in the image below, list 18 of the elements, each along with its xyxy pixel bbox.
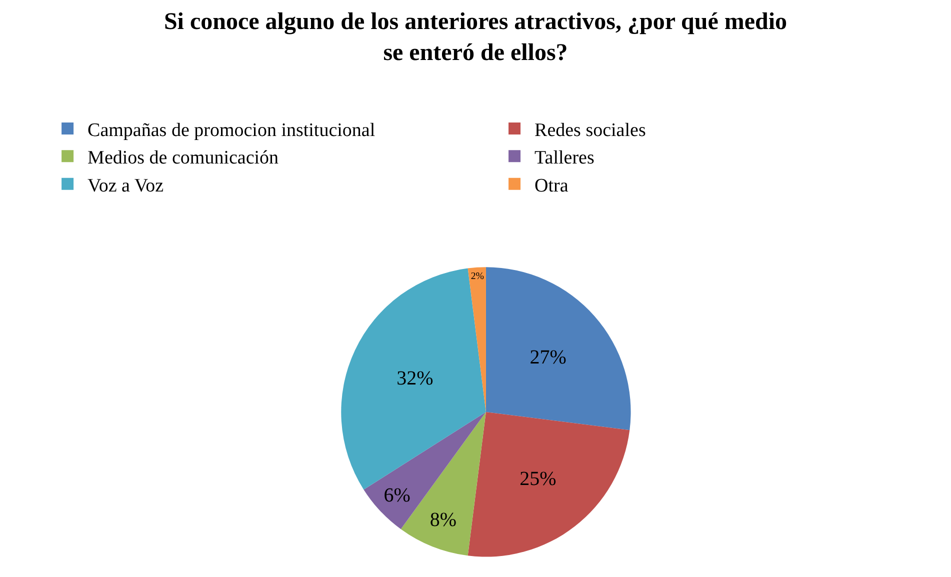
pie-slice [364,412,486,530]
pie-slice [468,412,630,557]
data-label: 27% [530,346,566,368]
pie-slice [468,267,486,412]
legend-label: Talleres [534,148,594,169]
legend-label: Medios de comunicación [88,148,280,169]
legend-label: Otra [534,175,569,196]
chart-title: Si conoce alguno de los anteriores atractivos, ¿por qué medio se enteró de ellos? [164,8,788,66]
legend-label: Voz a Voz [88,175,164,196]
data-label: 6% [384,484,410,506]
pie-slice [341,268,486,490]
pie-slice [486,267,631,430]
data-label: 25% [520,468,556,490]
legend-label: Campañas de promocion institucional [88,120,376,141]
data-label: 2% [470,270,484,282]
legend-label: Redes sociales [534,120,646,141]
data-label: 32% [396,368,434,390]
data-label: 8% [430,508,457,531]
